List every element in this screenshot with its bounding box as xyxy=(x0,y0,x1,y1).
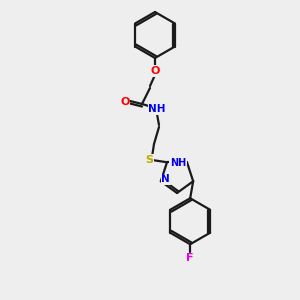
Text: NH: NH xyxy=(170,158,186,168)
Text: S: S xyxy=(145,155,153,165)
Text: O: O xyxy=(120,97,130,107)
Text: N: N xyxy=(161,174,170,184)
Text: F: F xyxy=(186,253,194,263)
Text: O: O xyxy=(150,66,160,76)
Text: NH: NH xyxy=(148,104,166,114)
